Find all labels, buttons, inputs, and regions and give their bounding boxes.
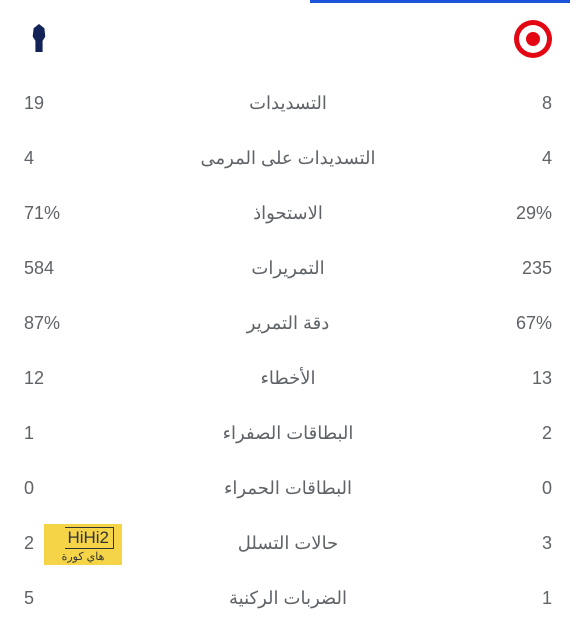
watermark-line2: هاي كورة	[52, 550, 114, 563]
teams-header	[0, 0, 576, 68]
stat-row: 1 الضربات الركنية 5	[24, 571, 552, 626]
stat-right-value: 584	[24, 258, 84, 279]
stat-row: 0 البطاقات الحمراء 0	[24, 461, 552, 516]
stat-right-value: 19	[24, 93, 84, 114]
stat-row: 29% الاستحواذ 71%	[24, 186, 552, 241]
stat-left-value: 8	[492, 93, 552, 114]
stat-right-value: 5	[24, 588, 84, 609]
stat-right-value: 12	[24, 368, 84, 389]
stat-left-value: 4	[492, 148, 552, 169]
stat-label: الضربات الركنية	[84, 588, 492, 609]
stat-label: التسديدات على المرمى	[84, 148, 492, 169]
stat-right-value: 1	[24, 423, 84, 444]
stat-right-value: 87%	[24, 313, 84, 334]
stat-left-value: 67%	[492, 313, 552, 334]
watermark-line1: HiHi2	[65, 527, 114, 549]
stat-left-value: 2	[492, 423, 552, 444]
stat-label: التمريرات	[84, 258, 492, 279]
stat-row: 13 الأخطاء 12	[24, 351, 552, 406]
tottenham-icon	[30, 24, 48, 52]
stat-label: البطاقات الحمراء	[84, 478, 492, 499]
stat-row: 4 التسديدات على المرمى 4	[24, 131, 552, 186]
stat-label: حالات التسلل	[84, 533, 492, 554]
stat-label: الاستحواذ	[84, 203, 492, 224]
stat-right-value: 71%	[24, 203, 84, 224]
stat-label: الأخطاء	[84, 368, 492, 389]
stat-left-value: 235	[492, 258, 552, 279]
stat-left-value: 13	[492, 368, 552, 389]
stat-left-value: 3	[492, 533, 552, 554]
watermark-badge: HiHi2 هاي كورة	[44, 524, 122, 565]
stat-row: 235 التمريرات 584	[24, 241, 552, 296]
stat-right-value: 0	[24, 478, 84, 499]
team-left-logo	[514, 20, 552, 58]
brentford-icon	[514, 20, 552, 58]
stat-label: التسديدات	[84, 93, 492, 114]
tab-indicator	[310, 0, 570, 3]
stat-left-value: 0	[492, 478, 552, 499]
stat-row: 2 البطاقات الصفراء 1	[24, 406, 552, 461]
stat-left-value: 1	[492, 588, 552, 609]
stat-label: دقة التمرير	[84, 313, 492, 334]
stat-right-value: 4	[24, 148, 84, 169]
stat-label: البطاقات الصفراء	[84, 423, 492, 444]
stat-row: 67% دقة التمرير 87%	[24, 296, 552, 351]
stat-left-value: 29%	[492, 203, 552, 224]
team-right-logo	[24, 24, 48, 54]
stat-row: 8 التسديدات 19	[24, 76, 552, 131]
